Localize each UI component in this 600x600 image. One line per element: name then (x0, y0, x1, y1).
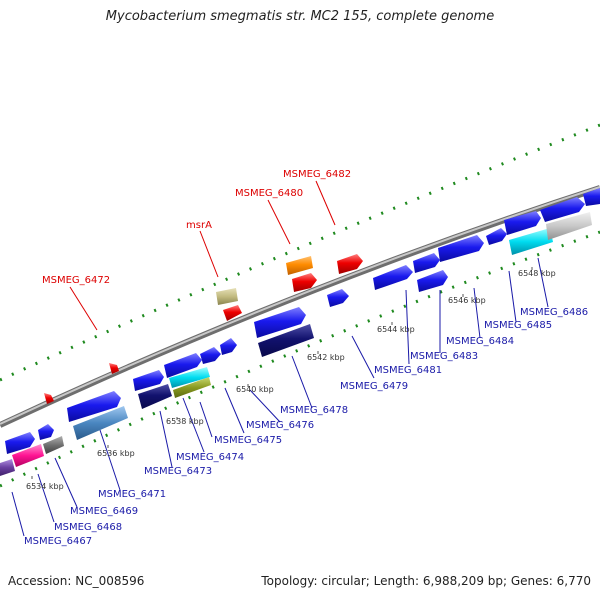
tick-label: 6548 kbp (518, 269, 556, 278)
gene-cyan-6485[interactable] (509, 228, 553, 255)
label-msmeg-6481: MSMEG_6481 (374, 365, 442, 376)
label-msmeg-6482: MSMEG_6482 (283, 169, 351, 180)
gene-msmeg-6482[interactable] (337, 254, 363, 274)
gene-left-red[interactable] (44, 393, 54, 404)
gene-msmeg-6478[interactable] (254, 307, 306, 338)
tick-label: 6540 kbp (236, 385, 274, 394)
gene-msra[interactable] (216, 288, 238, 305)
label-msmeg-6468: MSMEG_6468 (54, 522, 122, 533)
gene-silver-6486[interactable] (546, 212, 592, 240)
label-msmeg-6469: MSMEG_6469 (70, 506, 138, 517)
gene-msmeg-6468[interactable] (12, 444, 44, 467)
gene-msmeg-6481[interactable] (373, 265, 413, 290)
scale-tick-labels: 6534 kbp 6536 kbp 6538 kbp 6540 kbp 6542… (26, 269, 556, 491)
gene-leader-lines (11, 257, 549, 537)
gene-steel[interactable] (73, 406, 128, 440)
gene-msmeg-6469[interactable] (38, 424, 54, 440)
label-msmeg-6485: MSMEG_6485 (484, 320, 552, 331)
gene-msmeg-6486b[interactable] (583, 188, 600, 206)
label-msmeg-6484: MSMEG_6484 (446, 336, 514, 347)
label-msmeg-6480: MSMEG_6480 (235, 188, 303, 199)
highlight-labels: MSMEG_6472 msrA MSMEG_6480 MSMEG_6482 (42, 169, 351, 286)
gene-msmeg-6485a[interactable] (486, 228, 507, 245)
label-msmeg-6472: MSMEG_6472 (42, 275, 110, 286)
tick-label: 6538 kbp (166, 417, 204, 426)
label-msmeg-6483: MSMEG_6483 (410, 351, 478, 362)
gene-features (0, 188, 600, 476)
tick-label: 6536 kbp (97, 449, 135, 458)
label-msmeg-6473: MSMEG_6473 (144, 466, 212, 477)
gene-cyan-6474[interactable] (169, 367, 210, 388)
label-msmeg-6476: MSMEG_6476 (246, 420, 314, 431)
tick-label: 6534 kbp (26, 482, 64, 491)
gene-msmeg-6480[interactable] (286, 256, 313, 275)
gene-msmeg-6474[interactable] (164, 353, 202, 378)
label-msmeg-6474: MSMEG_6474 (176, 452, 244, 463)
tick-label: 6544 kbp (377, 325, 415, 334)
gene-msmeg-6472[interactable] (109, 363, 119, 374)
gene-labels: MSMEG_6467 MSMEG_6468 MSMEG_6469 MSMEG_6… (24, 307, 588, 547)
label-msra: msrA (186, 220, 212, 231)
label-msmeg-6486: MSMEG_6486 (520, 307, 588, 318)
accession-text: Accession: NC_008596 (8, 574, 145, 588)
map-title: Mycobacterium smegmatis str. MC2 155, co… (105, 9, 495, 24)
gene-msmeg-6479[interactable] (327, 289, 349, 307)
gene-msmeg-6475[interactable] (200, 347, 221, 364)
gene-msmeg-6476[interactable] (220, 338, 237, 355)
gene-red-6480b[interactable] (292, 273, 317, 292)
gene-navy-6473[interactable] (138, 384, 172, 409)
gene-purple[interactable] (0, 459, 15, 476)
scale-tick-marks (31, 267, 533, 479)
label-msmeg-6467: MSMEG_6467 (24, 536, 92, 547)
gene-msmeg-6467[interactable] (5, 432, 35, 454)
gene-msmeg-6486a[interactable] (540, 197, 585, 222)
gene-red-under-msra[interactable] (223, 305, 242, 321)
tick-label: 6546 kbp (448, 296, 486, 305)
label-msmeg-6478: MSMEG_6478 (280, 405, 348, 416)
highlight-leader-lines (69, 180, 336, 331)
genome-backbone-highlight (0, 186, 600, 425)
label-msmeg-6471: MSMEG_6471 (98, 489, 166, 500)
genome-summary-text: Topology: circular; Length: 6,988,209 bp… (261, 574, 591, 588)
label-msmeg-6479: MSMEG_6479 (340, 381, 408, 392)
gene-msmeg-6471[interactable] (67, 391, 121, 422)
gene-olive[interactable] (173, 377, 211, 398)
gene-msmeg-6483[interactable] (417, 270, 448, 292)
gene-msmeg-6473[interactable] (133, 370, 164, 391)
outer-dot-track (0, 123, 600, 382)
gene-msmeg-6484[interactable] (438, 235, 484, 262)
gene-grey[interactable] (43, 436, 64, 454)
tick-label: 6542 kbp (307, 353, 345, 362)
gene-msmeg-6483a[interactable] (413, 253, 440, 273)
label-msmeg-6475: MSMEG_6475 (214, 435, 282, 446)
gene-msmeg-6485[interactable] (504, 211, 541, 235)
gene-navy-6478[interactable] (258, 324, 314, 357)
